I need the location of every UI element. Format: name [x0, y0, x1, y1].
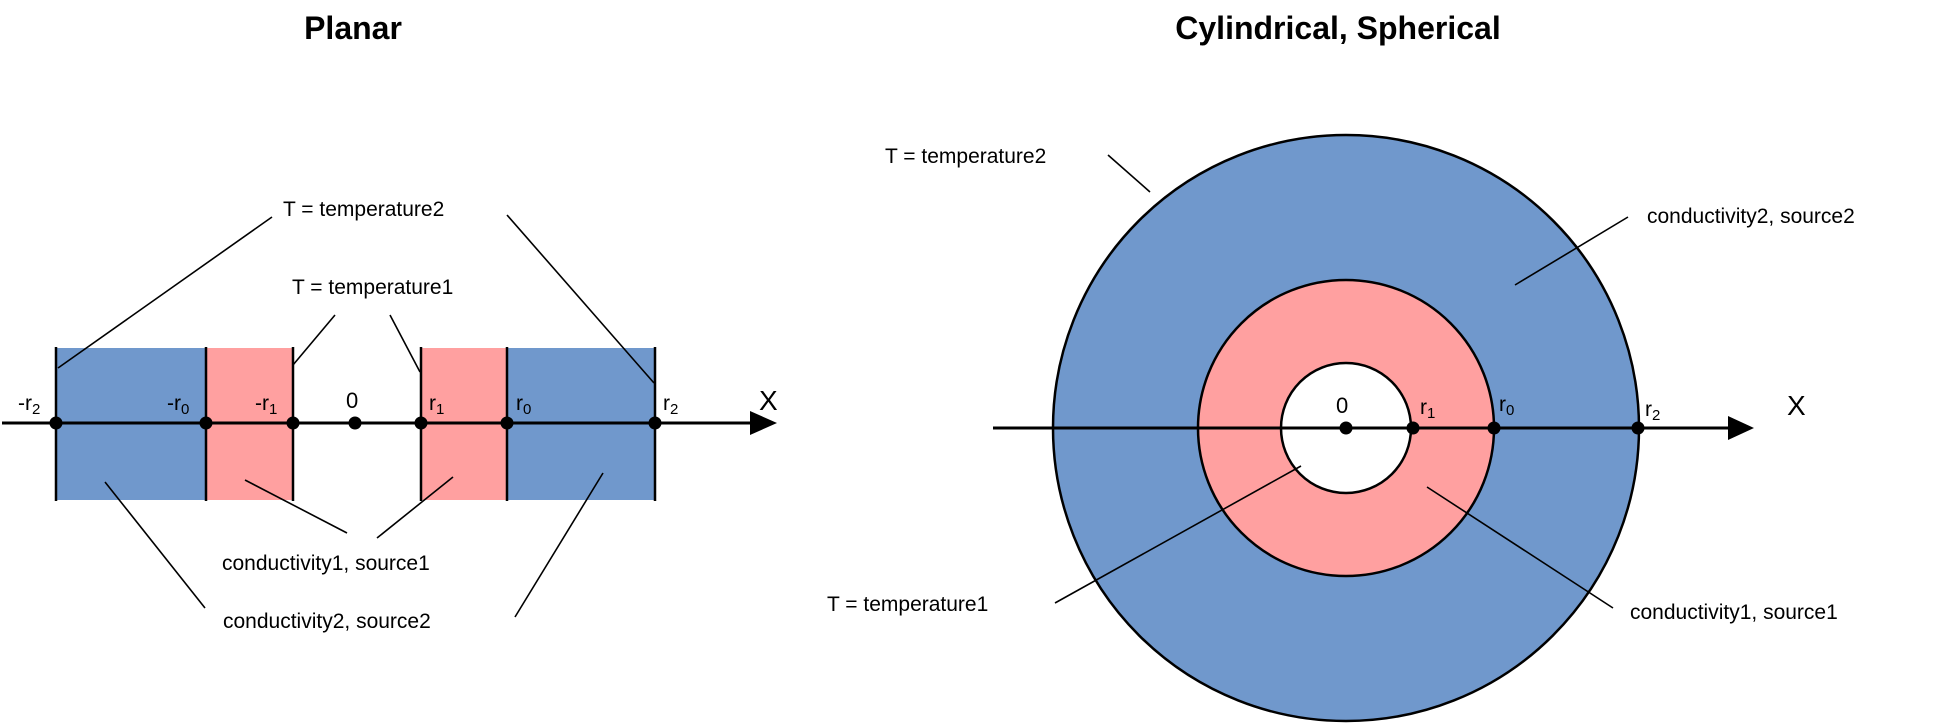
circular-axis-dots [1339, 421, 1645, 435]
leader-conductivity1 [1426, 486, 1614, 609]
circular-tick-r2: r2 [1645, 398, 1661, 424]
leader-temperature2-right [506, 214, 655, 384]
leader-temperature1 [1054, 465, 1302, 604]
planar-tick-r2: r2 [663, 392, 679, 418]
planar-leader-lines [57, 214, 655, 618]
leader-conductivity1-left [244, 479, 348, 534]
planar-tick-r0: r0 [516, 392, 532, 418]
planar-tick-minus-r1: -r1 [255, 392, 278, 418]
planar-conductivity2-label: conductivity2, source2 [223, 610, 431, 633]
leader-temperature2 [1107, 154, 1151, 193]
cylindrical-spherical-title: Cylindrical, Spherical [1175, 10, 1501, 46]
leader-conductivity2 [1514, 216, 1629, 286]
planar-x-axis-arrowhead-icon [750, 411, 777, 435]
planar-tick-minus-r0: -r0 [167, 392, 190, 418]
circular-x-axis-arrowhead-icon [1728, 416, 1754, 440]
dot-r0 [500, 416, 514, 430]
dot-r1 [414, 416, 428, 430]
cylindrical-spherical-diagram [993, 133, 1754, 723]
dot-r0 [1487, 421, 1501, 435]
circular-temperature1-label: T = temperature1 [827, 593, 989, 616]
planar-tick-r1: r1 [429, 392, 445, 418]
dot-origin [348, 416, 362, 430]
leader-temperature2-left [57, 216, 273, 369]
leader-conductivity2-left [104, 481, 206, 609]
planar-temperature2-label: T = temperature2 [283, 198, 445, 221]
dot-r2 [1631, 421, 1645, 435]
planar-tick-minus-r2: -r2 [18, 392, 41, 418]
dot-minus-r0 [199, 416, 213, 430]
planar-tick-origin: 0 [346, 388, 359, 413]
circular-leader-lines [1054, 154, 1629, 609]
dot-r1 [1406, 421, 1420, 435]
circular-tick-r1: r1 [1420, 396, 1436, 422]
leader-temperature1-left [292, 314, 336, 366]
circular-conductivity2-label: conductivity2, source2 [1647, 205, 1855, 228]
planar-temperature1-label: T = temperature1 [292, 276, 454, 299]
planar-title: Planar [304, 10, 402, 46]
leader-conductivity1-right [376, 476, 454, 539]
leader-temperature1-right [389, 314, 421, 373]
planar-conductivity1-label: conductivity1, source1 [222, 552, 430, 575]
dot-minus-r2 [49, 416, 63, 430]
planar-x-axis-label: X [759, 385, 778, 416]
planar-diagram [2, 214, 777, 618]
circular-x-axis-label: X [1787, 390, 1806, 421]
leader-conductivity2-right [514, 472, 604, 618]
circular-tick-r0: r0 [1499, 393, 1515, 419]
dot-origin [1339, 421, 1353, 435]
dot-r2 [648, 416, 662, 430]
planar-axis-dots [49, 416, 662, 430]
circular-conductivity1-label: conductivity1, source1 [1630, 601, 1838, 624]
circular-tick-origin: 0 [1336, 393, 1349, 418]
circular-temperature2-label: T = temperature2 [885, 145, 1047, 168]
dot-minus-r1 [286, 416, 300, 430]
